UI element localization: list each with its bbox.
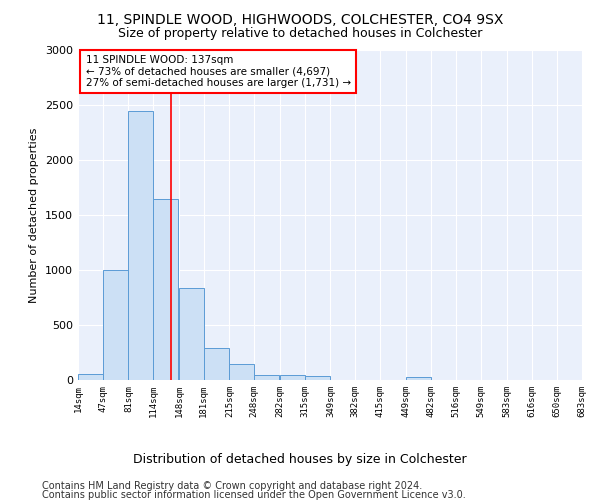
Bar — [179, 288, 204, 380]
Text: 11, SPINDLE WOOD, HIGHWOODS, COLCHESTER, CO4 9SX: 11, SPINDLE WOOD, HIGHWOODS, COLCHESTER,… — [97, 12, 503, 26]
Text: Contains HM Land Registry data © Crown copyright and database right 2024.: Contains HM Land Registry data © Crown c… — [42, 481, 422, 491]
Bar — [204, 348, 229, 380]
Bar — [229, 364, 254, 380]
Bar — [406, 377, 431, 380]
Y-axis label: Number of detached properties: Number of detached properties — [29, 128, 40, 302]
Text: Contains public sector information licensed under the Open Government Licence v3: Contains public sector information licen… — [42, 490, 466, 500]
Text: Distribution of detached houses by size in Colchester: Distribution of detached houses by size … — [133, 452, 467, 466]
Text: 11 SPINDLE WOOD: 137sqm
← 73% of detached houses are smaller (4,697)
27% of semi: 11 SPINDLE WOOD: 137sqm ← 73% of detache… — [86, 55, 350, 88]
Bar — [154, 198, 178, 380]
Text: Size of property relative to detached houses in Colchester: Size of property relative to detached ho… — [118, 28, 482, 40]
Bar — [280, 375, 305, 380]
Bar — [103, 270, 128, 380]
Bar — [128, 110, 154, 380]
Bar — [78, 374, 103, 380]
Bar — [254, 375, 279, 380]
Bar — [305, 376, 329, 380]
